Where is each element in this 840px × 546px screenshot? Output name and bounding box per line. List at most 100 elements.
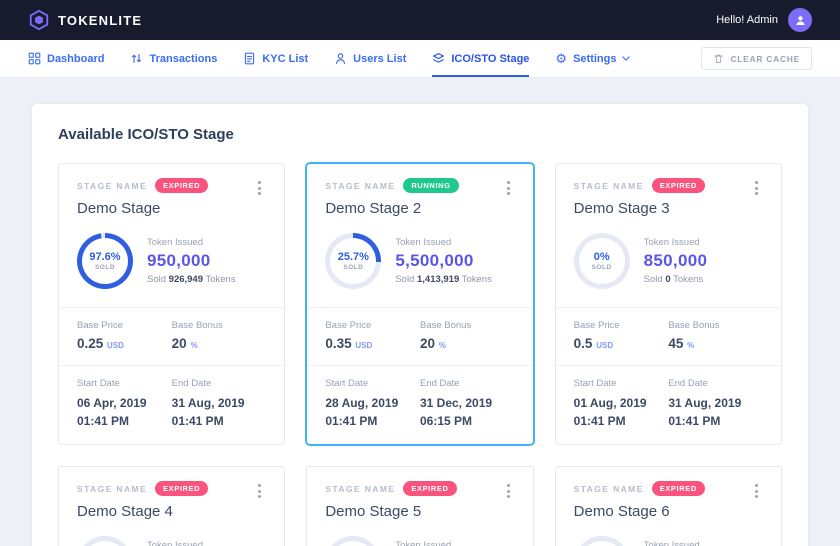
end-date-col: End Date 31 Aug, 2019 01:41 PM (172, 378, 267, 430)
main-nav: Dashboard Transactions KYC List Users Li… (0, 40, 840, 78)
progress-donut-inner: 97.6% SOLD (82, 238, 128, 284)
base-price-col: Base Price 0.35 USD (325, 320, 420, 351)
nav-users-list-label: Users List (353, 52, 407, 65)
clear-cache-label: CLEAR CACHE (730, 53, 800, 64)
clear-cache-button[interactable]: CLEAR CACHE (701, 47, 812, 70)
stage-name-label: STAGE NAME (325, 180, 396, 191)
stage-label-row: STAGE NAME EXPIRED (325, 481, 457, 496)
sold-tokens-line: Sold 1,413,919 Tokens (395, 274, 492, 285)
stage-label-row: STAGE NAME EXPIRED (77, 481, 209, 496)
token-info: Token Issued 850,000 Sold 0 Tokens (644, 540, 708, 546)
sold-word: Sold (395, 274, 415, 285)
stage-card-head: STAGE NAME EXPIRED Demo Stage 6 (556, 467, 781, 530)
token-issued-label: Token Issued (395, 540, 452, 546)
nav-dashboard[interactable]: Dashboard (28, 40, 104, 77)
base-bonus-unit: % (687, 341, 695, 350)
base-price-value-line: 0.25 USD (77, 336, 172, 351)
stage-card: STAGE NAME RUNNING Demo Stage 2 25.7% SO… (306, 163, 534, 445)
stage-name-label: STAGE NAME (325, 483, 396, 494)
base-price-label: Base Price (573, 320, 620, 331)
sold-caption: SOLD (343, 264, 364, 271)
stage-card: STAGE NAME EXPIRED Demo Stage 5 0% SOLD … (306, 466, 534, 546)
sold-percent: 0% (593, 251, 610, 263)
end-date-col: End Date 31 Aug, 2019 01:41 PM (668, 378, 763, 430)
card-menu-button[interactable] (253, 481, 266, 501)
nav-settings[interactable]: ⚙ Settings (555, 40, 631, 77)
stage-grid: STAGE NAME EXPIRED Demo Stage 97.6% SOLD… (58, 163, 782, 546)
stage-title: Demo Stage 5 (325, 503, 422, 520)
status-badge: RUNNING (403, 178, 459, 193)
dates-row: Start Date 06 Apr, 2019 01:41 PM End Dat… (59, 365, 285, 444)
progress-donut-inner: 0% SOLD (578, 541, 625, 546)
stage-title: Demo Stage 6 (573, 503, 670, 520)
chevron-down-icon (622, 56, 631, 61)
end-date-label: End Date (171, 378, 212, 389)
sold-tokens-line: Sold 0 Tokens (644, 274, 708, 285)
base-bonus-value: 20 (419, 336, 436, 351)
nav-kyc-list[interactable]: KYC List (243, 40, 308, 77)
progress-donut: 25.7% SOLD (325, 233, 382, 289)
price-bonus-row: Base Price 0.25 USD Base Bonus 20 % (59, 307, 285, 365)
stage-title: Demo Stage 3 (573, 200, 670, 217)
tokens-word: Tokens (461, 274, 492, 285)
token-issued-label: Token Issued (147, 237, 203, 248)
stage-panel: Available ICO/STO Stage STAGE NAME EXPIR… (32, 104, 808, 546)
progress-donut-inner: 0% SOLD (82, 541, 128, 546)
nav-ico-sto-stage[interactable]: ICO/STO Stage (432, 40, 530, 77)
token-issued-label: Token Issued (643, 237, 700, 248)
users-list-icon (336, 53, 346, 64)
progress-donut: 0% SOLD (325, 536, 382, 546)
avatar[interactable] (788, 8, 812, 32)
sold-word: Sold (643, 274, 663, 285)
stage-card: STAGE NAME EXPIRED Demo Stage 3 0% SOLD … (554, 163, 782, 445)
base-price-value-line: 0.5 USD (574, 336, 669, 351)
stage-name-label: STAGE NAME (77, 180, 148, 191)
end-date-label: End Date (668, 378, 708, 389)
tokens-word: Tokens (673, 274, 704, 285)
card-menu-button[interactable] (253, 178, 266, 198)
brand-logo-icon (29, 9, 49, 31)
card-menu-button[interactable] (750, 481, 763, 501)
card-menu-button[interactable] (502, 481, 515, 501)
base-price-unit: USD (355, 341, 373, 350)
stage-card: STAGE NAME EXPIRED Demo Stage 4 0% SOLD … (58, 466, 286, 546)
token-info: Token Issued 850,000 Sold 0 Tokens (147, 540, 211, 546)
nav-transactions[interactable]: Transactions (130, 40, 217, 77)
nav-kyc-list-label: KYC List (262, 52, 309, 65)
base-price-unit: USD (107, 341, 124, 350)
transactions-icon (132, 53, 142, 64)
end-date-value: 31 Aug, 2019 01:41 PM (668, 396, 742, 428)
nav-settings-label: Settings (573, 52, 617, 65)
stage-label-row: STAGE NAME EXPIRED (574, 481, 705, 496)
status-badge: EXPIRED (155, 481, 209, 496)
brand[interactable]: TOKENLITE (28, 9, 142, 31)
stage-title: Demo Stage 2 (325, 200, 422, 217)
sold-tokens-line: Sold 926,949 Tokens (147, 274, 236, 285)
nav-users-list[interactable]: Users List (334, 40, 406, 77)
sold-tokens-value: 926,949 (168, 274, 203, 285)
price-bonus-row: Base Price 0.5 USD Base Bonus 45 % (555, 307, 781, 365)
end-date-value: 31 Dec, 2019 06:15 PM (419, 396, 493, 428)
stage-progress-row: 0% SOLD Token Issued 850,000 Sold 0 Toke… (556, 227, 781, 307)
card-menu-button[interactable] (750, 178, 763, 198)
dashboard-icon (28, 52, 41, 65)
sold-percent: 97.6% (89, 251, 121, 263)
stage-card-head-left: STAGE NAME EXPIRED Demo Stage 6 (574, 481, 705, 520)
base-bonus-label: Base Bonus (419, 320, 472, 331)
token-issued-value: 950,000 (147, 251, 211, 270)
price-bonus-row: Base Price 0.35 USD Base Bonus 20 % (307, 307, 533, 365)
sold-word: Sold (147, 274, 167, 285)
stage-progress-row: 0% SOLD Token Issued 850,000 Sold 0 Toke… (556, 530, 781, 546)
nav-right: CLEAR CACHE (701, 40, 812, 77)
stage-card-head-left: STAGE NAME EXPIRED Demo Stage 3 (574, 178, 705, 217)
base-bonus-value-line: 20 % (420, 336, 515, 351)
token-info: Token Issued 850,000 Sold 0 Tokens (644, 237, 708, 285)
end-date-col: End Date 31 Dec, 2019 06:15 PM (420, 378, 515, 430)
start-date-col: Start Date 01 Aug, 2019 01:41 PM (574, 378, 669, 430)
stage-label-row: STAGE NAME EXPIRED (77, 178, 209, 193)
token-issued-label: Token Issued (147, 540, 203, 546)
card-menu-button[interactable] (502, 178, 515, 198)
stage-name-label: STAGE NAME (573, 180, 644, 191)
base-bonus-col: Base Bonus 20 % (172, 320, 267, 351)
ico-sto-stage-icon (433, 53, 445, 63)
